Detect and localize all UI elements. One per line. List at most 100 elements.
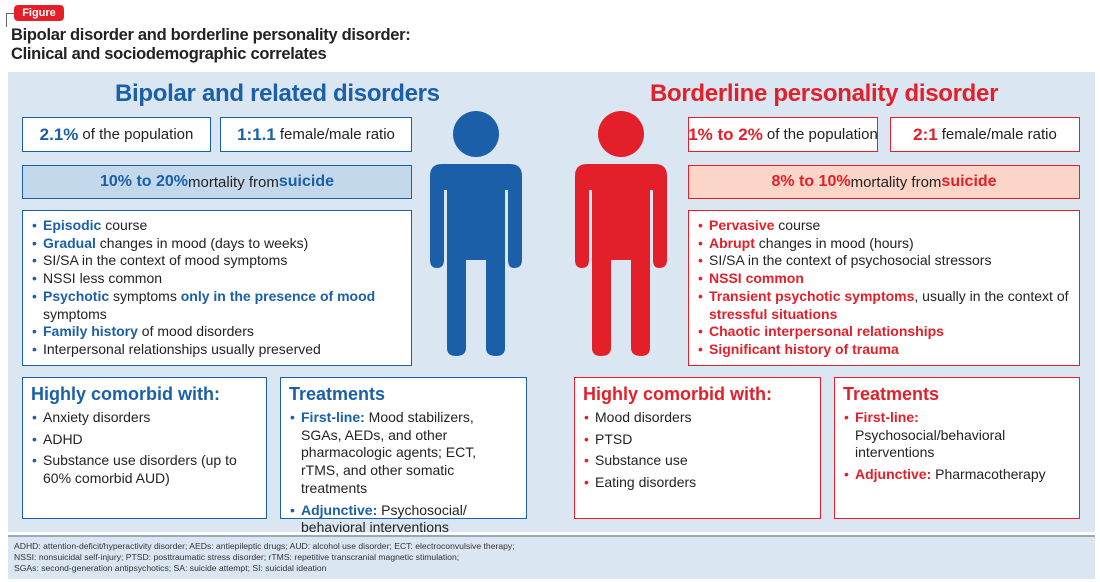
emphasis-text: Gradual (43, 234, 96, 251)
prevalence-value: 1% to 2% (688, 124, 763, 144)
text-segment: changes in mood (days to weeks) (95, 234, 309, 251)
borderline-comorbid-list: Mood disorders PTSD Substance use Eating di… (583, 409, 812, 492)
list-item: Chaotic interpersonal relationships (697, 323, 1071, 341)
footnote-line: ADHD: attention-deficit/hyperactivity di… (14, 541, 515, 551)
text-segment: Mood stabilizers, SGAs, AEDs, and other … (301, 409, 477, 496)
list-item: Substance use disorders (up to 60% comor… (31, 452, 258, 487)
emphasis-text: 8% to 10% (771, 173, 851, 190)
text-segment: symptoms (109, 287, 181, 304)
text-segment: mortality from (188, 173, 279, 191)
text-segment: Psychosocial/ behavioral interventions (301, 501, 467, 536)
list-item: Anxiety disorders (31, 409, 258, 427)
list-item: PTSD (583, 431, 812, 449)
list-item: Gradual changes in mood (days to weeks) (31, 235, 403, 253)
list-item: Mood disorders (583, 409, 812, 427)
prevalence-value: 2.1% (39, 124, 79, 144)
emphasis-text: Pervasive (709, 217, 775, 233)
list-item: Transient psychotic symptoms, usually in… (697, 288, 1071, 323)
list-item: Psychotic symptoms only in the presence … (31, 288, 403, 323)
footnote-line: NSSI: nonsuicidal self-injury; PTSD: pos… (14, 552, 460, 562)
treatments-heading: Treatments (289, 384, 386, 404)
borderline-prevalence-box: 1% to 2% of the population (688, 117, 878, 152)
list-item: Substance use (583, 452, 812, 470)
ratio-text: female/male ratio (279, 126, 395, 143)
emphasis-text: First-line: (301, 409, 365, 425)
emphasis-text: 10% to 20% (99, 173, 189, 190)
emphasis-text: suicide (278, 173, 335, 190)
borderline-treatments-box: Treatments First-line: Psychosocial/beha… (834, 377, 1080, 519)
borderline-comorbid-box: Highly comorbid with: Mood disorders PTSD… (574, 377, 821, 519)
prevalence-text: of the population (82, 126, 194, 143)
list-item: NSSI less common (31, 270, 403, 288)
figure-title: Bipolar disorder and borderline personal… (11, 26, 411, 64)
emphasis-text: NSSI common (709, 270, 804, 287)
emphasis-text: Chaotic interpersonal relationships (709, 323, 944, 340)
emphasis-text: Significant history of trauma (709, 340, 899, 357)
text-segment: of mood disorders (137, 323, 254, 340)
borderline-features-box: Pervasive courseAbrupt changes in mood (… (688, 210, 1080, 366)
emphasis-text: Adjunctive: (301, 501, 378, 518)
text-segment: mortality from (850, 173, 942, 191)
list-item: First-line: Psychosocial/behavioral inte… (843, 409, 1071, 462)
emphasis-text: Adjunctive: (855, 466, 932, 483)
bipolar-treatments-box: Treatments First-line: Mood stabilizers,… (280, 377, 527, 535)
emphasis-text: Abrupt (709, 234, 755, 251)
borderline-treatments-list: First-line: Psychosocial/behavioral inte… (843, 409, 1071, 484)
borderline-ratio-box: 2:1 female/male ratio (890, 117, 1080, 152)
ratio-value: 1:1.1 (237, 124, 276, 144)
comorbid-heading: Highly comorbid with: (31, 384, 220, 404)
emphasis-text: Family history (43, 323, 138, 340)
list-item: SI/SA in the context of psychosocial str… (697, 252, 1071, 270)
list-item: SI/SA in the context of mood symptoms (31, 252, 403, 270)
emphasis-text: suicide (941, 173, 997, 190)
ratio-value: 2:1 (913, 124, 938, 144)
comorbid-heading: Highly comorbid with: (583, 384, 772, 404)
red-person-icon (575, 111, 667, 356)
bipolar-treatments-list: First-line: Mood stabilizers, SGAs, AEDs… (289, 409, 518, 537)
emphasis-text: Psychotic (43, 287, 110, 304)
text-segment: Psychosocial/behavioral interventions (855, 426, 1006, 461)
footnote-line: SGAs: second-generation antipsychotics; … (14, 563, 327, 573)
text-segment: symptoms (43, 305, 107, 322)
figure-bracket (6, 13, 15, 27)
emphasis-text: Episodic (43, 217, 102, 233)
list-item: Episodic course (31, 217, 403, 235)
text-segment: course (101, 217, 148, 233)
ratio-text: female/male ratio (941, 126, 1057, 143)
list-item: Adjunctive: Psychosocial/ behavioral int… (289, 502, 518, 537)
text-segment: SI/SA in the context of psychosocial str… (709, 252, 992, 269)
bipolar-features-box: Episodic courseGradual changes in mood (… (22, 210, 412, 366)
list-item: Family history of mood disorders (31, 323, 403, 341)
list-item: First-line: Mood stabilizers, SGAs, AEDs… (289, 409, 518, 498)
borderline-suicide-box: 8% to 10% mortality from suicide (688, 165, 1080, 199)
text-segment: SI/SA in the context of mood symptoms (43, 252, 288, 269)
text-segment: NSSI less common (43, 270, 163, 287)
figure-tag: Figure (14, 5, 64, 21)
prevalence-text: of the population (766, 126, 878, 143)
list-item: Pervasive course (697, 217, 1071, 235)
bipolar-suicide-box: 10% to 20% mortality from suicide (22, 165, 412, 199)
text-segment: course (774, 217, 821, 233)
blue-person-icon (430, 111, 522, 356)
list-item: Significant history of trauma (697, 341, 1071, 359)
abbreviations-footnote: ADHD: attention-deficit/hyperactivity di… (8, 535, 1095, 579)
bipolar-features-list: Episodic courseGradual changes in mood (… (31, 217, 403, 359)
text-segment: Interpersonal relationships usually pres… (43, 340, 321, 357)
list-item: Abrupt changes in mood (hours) (697, 235, 1071, 253)
text-segment: changes in mood (hours) (754, 234, 914, 251)
title-line-2: Clinical and sociodemographic correlates (11, 45, 327, 63)
borderline-features-list: Pervasive courseAbrupt changes in mood (… (697, 217, 1071, 359)
emphasis-text: First-line: (855, 409, 919, 425)
emphasis-text: stressful situations (709, 305, 838, 322)
title-line-1: Bipolar disorder and borderline personal… (11, 26, 411, 44)
list-item: Eating disorders (583, 474, 812, 492)
borderline-heading: Borderline personality disorder (650, 80, 999, 107)
bipolar-comorbid-box: Highly comorbid with: Anxiety disordersA… (22, 377, 267, 519)
emphasis-text: Transient psychotic symptoms (709, 287, 915, 304)
bipolar-ratio-box: 1:1.1 female/male ratio (220, 117, 412, 152)
list-item: ADHD (31, 431, 258, 449)
bipolar-heading: Bipolar and related disorders (115, 80, 440, 107)
bipolar-comorbid-list: Anxiety disorders ADHD Substance use disor… (31, 409, 258, 488)
list-item: Interpersonal relationships usually pres… (31, 341, 403, 359)
text-segment: Pharmacotherapy (931, 466, 1046, 483)
